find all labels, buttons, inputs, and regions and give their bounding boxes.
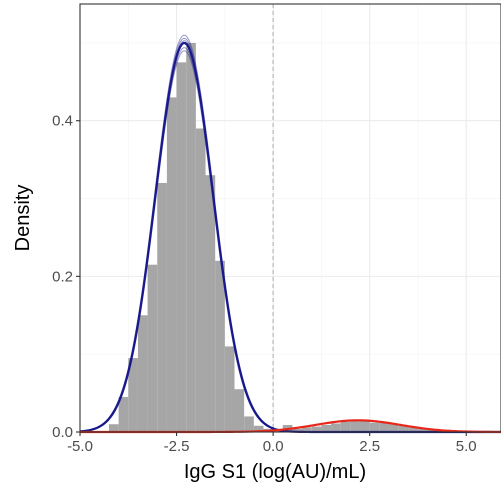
y-axis-title: Density — [12, 185, 34, 252]
histogram-bar — [224, 346, 235, 432]
x-tick-label: -5.0 — [67, 438, 93, 455]
histogram-bar — [166, 97, 177, 432]
histogram-bar — [292, 428, 303, 432]
histogram-bar — [398, 425, 409, 432]
histogram-bar — [118, 396, 129, 432]
y-axis-ticks: 0.0 0.2 0.4 — [52, 113, 80, 441]
histogram-bar — [340, 421, 351, 432]
histogram-bars — [108, 42, 447, 433]
x-tick-label: 5.0 — [456, 438, 477, 455]
histogram-bar — [215, 260, 225, 432]
histogram-bar — [417, 428, 428, 432]
histogram-bar — [350, 420, 361, 432]
histogram-bar — [186, 42, 196, 433]
histogram-bar — [408, 427, 418, 432]
histogram-bar — [311, 426, 322, 432]
histogram-bar — [244, 416, 254, 432]
x-tick-label: -2.5 — [164, 438, 190, 455]
histogram-bar — [128, 358, 138, 432]
histogram-bar — [157, 182, 167, 432]
histogram-bar — [427, 429, 438, 432]
x-axis-title: IgG S1 (log(AU)/mL) — [184, 461, 366, 483]
x-axis-ticks: -5.0 -2.5 0.0 2.5 5.0 — [67, 432, 477, 455]
histogram-bar — [195, 128, 206, 432]
y-tick-label: 0.4 — [52, 113, 73, 130]
histogram-bar — [369, 422, 380, 432]
histogram-bar — [205, 175, 216, 432]
y-tick-label: 0.0 — [52, 424, 73, 441]
histogram-bar — [360, 421, 370, 432]
y-tick-label: 0.2 — [52, 268, 73, 285]
histogram-bar — [147, 264, 158, 432]
histogram-bar — [176, 62, 187, 432]
panel-frame — [79, 3, 501, 433]
x-tick-label: 2.5 — [359, 438, 380, 455]
histogram-bar — [108, 424, 119, 432]
histogram-bar — [137, 315, 148, 432]
x-tick-label: 0.0 — [263, 438, 284, 455]
histogram-bar — [234, 389, 245, 432]
histogram-bar — [331, 423, 341, 432]
histogram-bar — [253, 425, 264, 432]
histogram-bar — [302, 427, 312, 432]
panel-border — [79, 3, 501, 433]
histogram-bar — [321, 424, 332, 432]
histogram-bar — [379, 422, 389, 432]
histogram-bar — [388, 424, 399, 432]
